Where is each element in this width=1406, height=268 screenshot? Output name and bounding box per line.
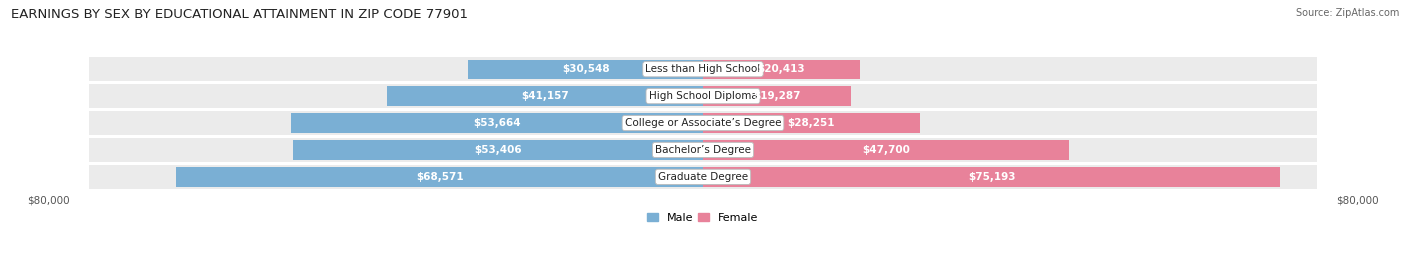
Text: Less than High School: Less than High School <box>645 64 761 74</box>
Text: $47,700: $47,700 <box>862 145 910 155</box>
Text: College or Associate’s Degree: College or Associate’s Degree <box>624 118 782 128</box>
Bar <box>703 111 1317 135</box>
Text: EARNINGS BY SEX BY EDUCATIONAL ATTAINMENT IN ZIP CODE 77901: EARNINGS BY SEX BY EDUCATIONAL ATTAINMEN… <box>11 8 468 21</box>
Text: Source: ZipAtlas.com: Source: ZipAtlas.com <box>1295 8 1399 18</box>
Bar <box>468 59 703 79</box>
Text: $19,287: $19,287 <box>754 91 801 101</box>
Text: $80,000: $80,000 <box>27 195 70 205</box>
Bar <box>89 84 703 108</box>
Bar <box>703 57 1317 81</box>
Bar <box>291 113 703 133</box>
Bar <box>89 138 703 162</box>
Text: $80,000: $80,000 <box>1336 195 1379 205</box>
Bar <box>292 140 703 160</box>
Bar <box>703 59 859 79</box>
Bar <box>89 111 703 135</box>
Text: High School Diploma: High School Diploma <box>648 91 758 101</box>
Bar <box>387 87 703 106</box>
Text: Bachelor’s Degree: Bachelor’s Degree <box>655 145 751 155</box>
Bar <box>703 167 1281 187</box>
Bar <box>703 138 1317 162</box>
Bar <box>703 87 851 106</box>
Bar <box>89 57 703 81</box>
Text: $41,157: $41,157 <box>522 91 569 101</box>
Text: $20,413: $20,413 <box>758 64 806 74</box>
Bar <box>177 167 703 187</box>
Bar <box>703 165 1317 189</box>
Bar <box>703 84 1317 108</box>
Legend: Male, Female: Male, Female <box>643 208 763 227</box>
Bar <box>703 140 1070 160</box>
Text: Graduate Degree: Graduate Degree <box>658 172 748 182</box>
Text: $53,664: $53,664 <box>474 118 520 128</box>
Text: $75,193: $75,193 <box>967 172 1015 182</box>
Bar <box>703 113 920 133</box>
Text: $68,571: $68,571 <box>416 172 464 182</box>
Text: $30,548: $30,548 <box>562 64 610 74</box>
Bar <box>89 165 703 189</box>
Text: $28,251: $28,251 <box>787 118 835 128</box>
Text: $53,406: $53,406 <box>474 145 522 155</box>
